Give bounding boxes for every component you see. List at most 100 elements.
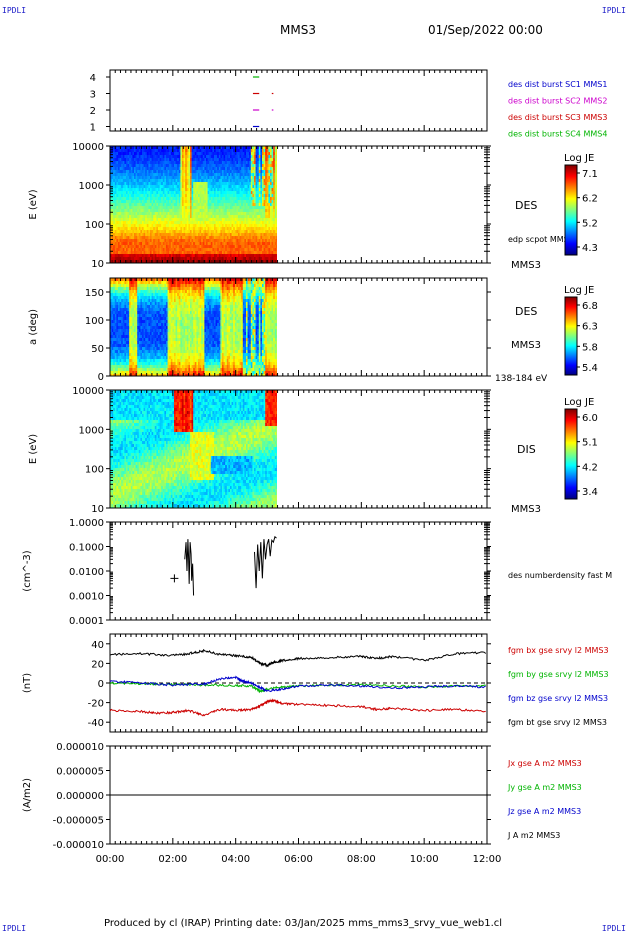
des-energy-cell bbox=[134, 155, 136, 159]
des-pitch-cell bbox=[129, 305, 132, 309]
des-energy-cell bbox=[161, 254, 164, 258]
des-energy-cell bbox=[164, 230, 167, 234]
des-energy-cell bbox=[110, 227, 112, 231]
des-energy-cell bbox=[154, 227, 157, 231]
des-energy-cell bbox=[154, 212, 157, 216]
des-energy-cell bbox=[218, 230, 221, 234]
des-pitch-cell bbox=[130, 368, 133, 372]
des-energy-cell bbox=[198, 191, 200, 195]
des-energy-cell bbox=[257, 182, 260, 186]
des-energy-cell bbox=[233, 188, 236, 192]
des-energy-cell bbox=[143, 176, 146, 180]
des-energy-cell bbox=[162, 203, 165, 207]
des-energy-cell bbox=[249, 164, 252, 168]
des-energy-cell bbox=[236, 197, 239, 201]
des-energy-cell bbox=[215, 224, 218, 228]
des-energy-ytick-label: 1000 bbox=[79, 181, 104, 192]
des-energy-cell bbox=[196, 245, 199, 249]
des-energy-cell bbox=[257, 224, 260, 228]
des-energy-cell bbox=[212, 185, 215, 189]
des-energy-cell bbox=[265, 158, 268, 162]
des-energy-cell bbox=[226, 170, 229, 174]
des-pitch-cell bbox=[127, 344, 130, 348]
des-energy-cell bbox=[206, 173, 208, 177]
des-energy-cell bbox=[217, 173, 220, 177]
des-energy-cell bbox=[140, 215, 143, 219]
des-energy-cell bbox=[172, 245, 175, 249]
des-pitch-cell bbox=[114, 290, 117, 294]
des-energy-cell bbox=[268, 194, 271, 198]
des-energy-cell bbox=[196, 260, 199, 263]
des-energy-cell bbox=[146, 239, 149, 243]
des-energy-cell bbox=[162, 236, 165, 240]
des-energy-cell bbox=[164, 233, 167, 237]
des-energy-cell bbox=[172, 182, 175, 186]
des-energy-cell bbox=[143, 170, 146, 174]
des-energy-cell bbox=[270, 170, 272, 174]
des-energy-cell bbox=[242, 170, 245, 174]
des-energy-cell bbox=[242, 209, 245, 213]
des-pitch-cell bbox=[116, 305, 119, 309]
des-energy-cell bbox=[116, 254, 119, 258]
des-energy-cell bbox=[164, 158, 167, 162]
des-energy-cell bbox=[246, 191, 248, 195]
des-energy-colorbar-label: 6.2 bbox=[582, 194, 598, 205]
des-energy-cell bbox=[204, 155, 207, 159]
des-energy-cell bbox=[177, 167, 180, 171]
des-energy-cell bbox=[196, 173, 199, 177]
des-energy-cell bbox=[150, 167, 152, 171]
des-energy-cell bbox=[206, 254, 208, 258]
des-energy-cell bbox=[193, 215, 196, 219]
des-energy-cell bbox=[217, 221, 220, 225]
des-pitch-cell bbox=[110, 374, 112, 376]
des-energy-cell bbox=[164, 197, 167, 201]
des-energy-cell bbox=[223, 149, 226, 153]
des-energy-cell bbox=[199, 236, 202, 240]
des-energy-cell bbox=[138, 191, 141, 195]
des-energy-cell bbox=[226, 182, 229, 186]
des-energy-cell bbox=[241, 215, 244, 219]
des-energy-cell bbox=[202, 251, 205, 255]
des-energy-cell bbox=[271, 203, 274, 207]
des-energy-cell bbox=[262, 227, 264, 231]
des-energy-cell bbox=[230, 146, 232, 150]
des-energy-cell bbox=[135, 167, 138, 171]
des-energy-cell bbox=[244, 212, 247, 216]
des-energy-cell bbox=[135, 194, 138, 198]
des-energy-cell bbox=[170, 212, 173, 216]
des-energy-cell bbox=[137, 164, 140, 168]
des-energy-cell bbox=[135, 164, 138, 168]
des-energy-cell bbox=[127, 167, 130, 171]
des-energy-cell bbox=[122, 230, 125, 234]
des-energy-cell bbox=[225, 236, 228, 240]
des-energy-cell bbox=[145, 155, 148, 159]
des-energy-cell bbox=[217, 224, 220, 228]
des-energy-cell bbox=[191, 188, 194, 192]
des-energy-cell bbox=[220, 167, 223, 171]
des-energy-cell bbox=[196, 146, 199, 150]
des-energy-cell bbox=[201, 146, 204, 150]
des-energy-cell bbox=[162, 251, 165, 255]
des-energy-cell bbox=[220, 161, 223, 165]
des-energy-cell bbox=[194, 188, 197, 192]
des-energy-cell bbox=[111, 191, 114, 195]
des-pitch-cell bbox=[110, 278, 112, 282]
des-energy-cell bbox=[247, 248, 250, 252]
des-energy-cell bbox=[246, 245, 248, 249]
des-pitch-cell bbox=[118, 323, 120, 327]
des-energy-cell bbox=[121, 167, 124, 171]
des-energy-cell bbox=[148, 242, 151, 246]
des-pitch-cell bbox=[124, 323, 127, 327]
des-energy-cell bbox=[174, 170, 176, 174]
des-energy-cell bbox=[233, 242, 236, 246]
des-energy-cell bbox=[262, 230, 264, 234]
des-energy-cell bbox=[228, 212, 231, 216]
des-energy-cell bbox=[132, 206, 135, 210]
des-energy-cell bbox=[199, 200, 202, 204]
des-energy-cell bbox=[255, 245, 258, 249]
des-pitch-cell bbox=[130, 371, 133, 375]
des-energy-cell bbox=[247, 194, 250, 198]
des-energy-cell bbox=[241, 152, 244, 156]
des-energy-cell bbox=[241, 233, 244, 237]
des-energy-cell bbox=[127, 248, 130, 252]
